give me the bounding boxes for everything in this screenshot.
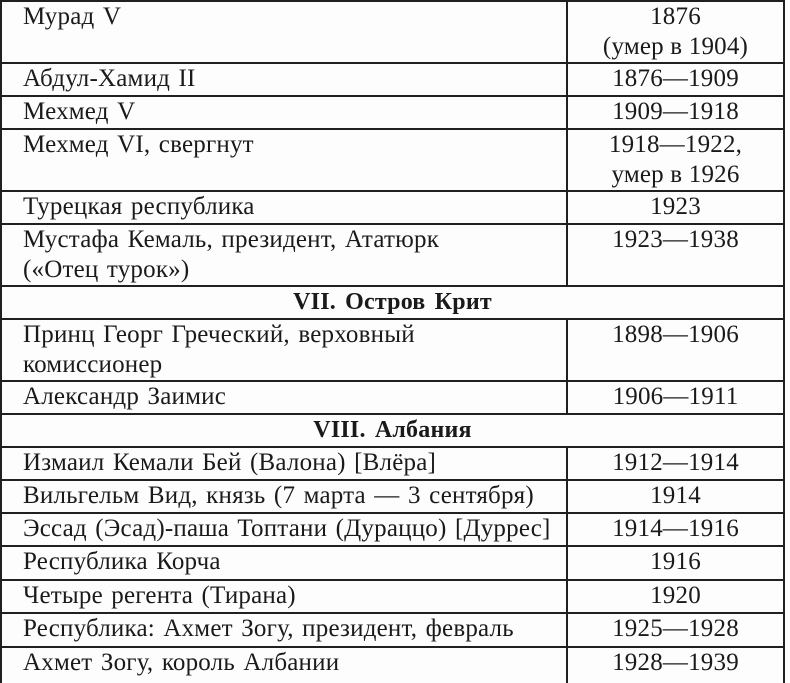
table-row: Четыре регента (Тирана) 1920 [0, 579, 785, 614]
reign-date: 1876 [650, 3, 701, 30]
reign-date-cell: 1914 [566, 479, 785, 514]
table-row: Мурад V 1876 (умер в 1904) [0, 0, 785, 64]
section-header-row: VIII. Албания [0, 413, 785, 448]
ruler-name: Абдул-Хамид II [23, 65, 196, 92]
reign-date: 1909—1918 [612, 98, 739, 125]
section-title: VII. Остров Крит [0, 285, 785, 320]
reign-date: 1925—1928 [612, 615, 739, 642]
ruler-name: Вильгельм Вид, князь (7 марта — 3 сентяб… [23, 482, 534, 509]
ruler-name-cell: Мехмед VI, свергнут [0, 128, 568, 192]
ruler-name: Мехмед VI, свергнут [23, 131, 254, 158]
ruler-name: Измаил Кемали Бей (Валона) [Влёра] [23, 449, 437, 476]
table-row: Ахмет Зогу, король Албании 1928—1939 [0, 646, 785, 683]
ruler-name: Четыре регента (Тирана) [23, 582, 296, 609]
reign-date-cell: 1923 [566, 190, 785, 225]
ruler-name-cell: Турецкая республика [0, 190, 568, 225]
ruler-name-cell: Мустафа Кемаль, президент, Ататюрк («Оте… [0, 223, 568, 287]
ruler-name-cell: Вильгельм Вид, князь (7 марта — 3 сентяб… [0, 479, 568, 514]
reign-date-cell: 1898—1906 [566, 318, 785, 382]
reign-date-cell: 1920 [566, 579, 785, 614]
table-row: Республика Корча 1916 [0, 545, 785, 581]
reign-date: 1898—1906 [612, 321, 739, 348]
ruler-name-cell: Республика: Ахмет Зогу, президент, февра… [0, 612, 568, 648]
reign-date: 1916 [650, 548, 701, 575]
table-row: Мехмед V 1909—1918 [0, 95, 785, 130]
ruler-name-cell: Александр Заимис [0, 380, 568, 415]
reign-date: 1906—1911 [612, 383, 739, 410]
reign-date: 1923 [650, 193, 701, 220]
ruler-name-cell: Принц Георг Греческий, верховный комисси… [0, 318, 568, 382]
table-row: Александр Заимис 1906—1911 [0, 380, 785, 415]
ruler-name: Республика Корча [23, 548, 221, 575]
ruler-name: Александр Заимис [23, 383, 226, 410]
ruler-name-cell: Мехмед V [0, 95, 568, 130]
ruler-name-cell: Мурад V [0, 0, 568, 64]
reign-date-cell: 1876—1909 [566, 62, 785, 97]
ruler-name: Мехмед V [23, 98, 136, 125]
table-row: Мехмед VI, свергнут 1918—1922, умер в 19… [0, 128, 785, 192]
ruler-name-line2: комиссионер [23, 351, 163, 378]
table-row: Принц Георг Греческий, верховный комисси… [0, 318, 785, 382]
table-row: Измаил Кемали Бей (Валона) [Влёра] 1912—… [0, 446, 785, 481]
ruler-name-cell: Абдул-Хамид II [0, 62, 568, 97]
ruler-name-cell: Ахмет Зогу, король Албании [0, 646, 568, 683]
table-row: Эссад (Эсад)-паша Топтани (Дураццо) [Дур… [0, 512, 785, 547]
reign-date-cell: 1928—1939 [566, 646, 785, 683]
ruler-name-cell: Эссад (Эсад)-паша Топтани (Дураццо) [Дур… [0, 512, 568, 547]
reign-date: 1914—1916 [612, 515, 739, 542]
reign-date: 1876—1909 [612, 65, 739, 92]
ruler-name: Принц Георг Греческий, верховный [23, 321, 415, 348]
reign-date: 1928—1939 [612, 649, 739, 676]
reign-date: 1914 [650, 482, 701, 509]
ruler-name-cell: Измаил Кемали Бей (Валона) [Влёра] [0, 446, 568, 481]
table-row: Абдул-Хамид II 1876—1909 [0, 62, 785, 97]
reign-date-cell: 1918—1922, умер в 1926 [566, 128, 785, 192]
table-row: Турецкая республика 1923 [0, 190, 785, 225]
ruler-name: Турецкая республика [23, 193, 255, 220]
reign-date-note: умер в 1926 [611, 161, 740, 188]
reign-date-cell: 1916 [566, 545, 785, 581]
table-row: Вильгельм Вид, князь (7 марта — 3 сентяб… [0, 479, 785, 514]
reign-date-note: (умер в 1904) [602, 33, 749, 60]
ruler-name: Ахмет Зогу, король Албании [23, 649, 340, 676]
reign-date-cell: 1914—1916 [566, 512, 785, 547]
table-row: Республика: Ахмет Зогу, президент, февра… [0, 612, 785, 648]
reign-date: 1912—1914 [612, 449, 739, 476]
reign-date-cell: 1909—1918 [566, 95, 785, 130]
ruler-name: Мустафа Кемаль, президент, Ататюрк [23, 226, 440, 253]
reign-date: 1918—1922, [608, 131, 743, 158]
ruler-name-cell: Четыре регента (Тирана) [0, 579, 568, 614]
ruler-name-line2: («Отец турок») [23, 256, 190, 283]
section-header-row: VII. Остров Крит [0, 285, 785, 320]
reign-date-cell: 1912—1914 [566, 446, 785, 481]
reign-date: 1923—1938 [612, 226, 739, 253]
section-title: VIII. Албания [0, 413, 785, 448]
ruler-name: Эссад (Эсад)-паша Топтани (Дураццо) [Дур… [23, 515, 551, 542]
reign-date: 1920 [650, 582, 701, 609]
ruler-name: Республика: Ахмет Зогу, президент, февра… [23, 615, 514, 642]
reign-date-cell: 1876 (умер в 1904) [566, 0, 785, 64]
reign-date-cell: 1925—1928 [566, 612, 785, 648]
ruler-name-cell: Республика Корча [0, 545, 568, 581]
ruler-name: Мурад V [23, 3, 122, 30]
reign-date-cell: 1923—1938 [566, 223, 785, 287]
reign-date-cell: 1906—1911 [566, 380, 785, 415]
table-row: Мустафа Кемаль, президент, Ататюрк («Оте… [0, 223, 785, 287]
